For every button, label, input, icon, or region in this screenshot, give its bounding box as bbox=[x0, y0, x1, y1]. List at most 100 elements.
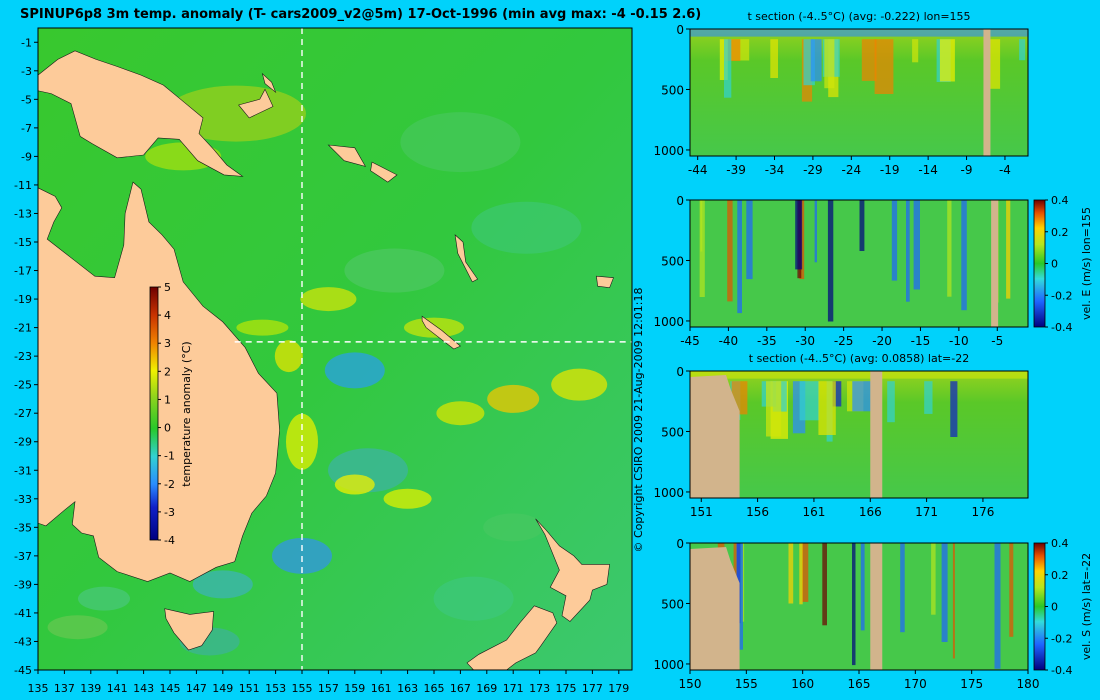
section-x-tick-label: -25 bbox=[834, 334, 854, 348]
velocity-colorbar bbox=[1033, 199, 1046, 328]
section-y-tick-label: 0 bbox=[676, 194, 684, 208]
velocity-colorbar-tick-label: 0.2 bbox=[1051, 226, 1069, 239]
section-x-tick-label: -30 bbox=[795, 334, 815, 348]
australia-shelf-mask bbox=[690, 375, 740, 498]
section-field-stripe bbox=[803, 39, 815, 86]
lon-tick-label: 149 bbox=[212, 682, 233, 695]
section-field-stripe bbox=[852, 543, 856, 666]
section-panels bbox=[686, 28, 1048, 674]
section-y-tick-label: 1000 bbox=[653, 658, 684, 672]
section-field-stripe bbox=[947, 200, 952, 297]
velocity-colorbar bbox=[1033, 542, 1046, 671]
lon-tick-label: 147 bbox=[186, 682, 207, 695]
ocean-anomaly-patch bbox=[274, 340, 303, 373]
section-x-tick-label: -9 bbox=[961, 163, 973, 177]
surface-band bbox=[690, 371, 1028, 379]
section-x-tick-label: -19 bbox=[880, 163, 900, 177]
section-field-stripe bbox=[1006, 200, 1011, 299]
ocean-anomaly-patch bbox=[551, 368, 608, 401]
section-y-tick-label: 0 bbox=[676, 23, 684, 37]
section-x-tick-label: -14 bbox=[918, 163, 938, 177]
new-britain-land bbox=[238, 88, 274, 119]
section-field-stripe bbox=[827, 200, 834, 322]
ocean-anomaly-patch bbox=[236, 319, 289, 336]
lat-tick-label: -29 bbox=[14, 436, 32, 449]
section-field-stripe bbox=[736, 543, 743, 650]
section-field-stripe bbox=[931, 543, 936, 615]
section-x-tick-label: -24 bbox=[842, 163, 862, 177]
section-field-stripe bbox=[924, 381, 933, 414]
nz-north-island-land bbox=[535, 518, 610, 622]
section-field-stripe bbox=[719, 39, 728, 80]
section-field-stripe bbox=[900, 543, 905, 633]
section-y-tick-label: 500 bbox=[661, 254, 684, 268]
section-x-tick-label: -45 bbox=[680, 334, 700, 348]
surface-band bbox=[690, 29, 1028, 37]
section-field-stripe bbox=[737, 200, 742, 314]
new-guinea-land bbox=[37, 50, 244, 177]
lon-tick-label: 139 bbox=[80, 682, 101, 695]
section-field-stripe bbox=[810, 39, 822, 82]
new-caledonia-ridge-mask bbox=[870, 371, 883, 498]
section-field-stripe bbox=[799, 381, 820, 421]
lon-tick-label: 155 bbox=[292, 682, 313, 695]
section-frame bbox=[689, 370, 1029, 499]
lon-tick-label: 159 bbox=[344, 682, 365, 695]
lat-tick-label: -9 bbox=[21, 150, 32, 163]
lon-tick-label: 175 bbox=[556, 682, 577, 695]
ocean-anomaly-patch bbox=[487, 384, 540, 413]
section-x-tick-label: 180 bbox=[1017, 677, 1040, 691]
colorbar-tick-label: 3 bbox=[164, 337, 171, 350]
lon-tick-label: 157 bbox=[318, 682, 339, 695]
section-field-stripe bbox=[799, 543, 803, 605]
section-field-stripe bbox=[1009, 543, 1014, 637]
section-x-tick-label: 165 bbox=[848, 677, 871, 691]
ocean-anomaly-patch bbox=[192, 570, 253, 599]
lon-tick-label: 177 bbox=[582, 682, 603, 695]
temperature-colorbar bbox=[149, 286, 159, 541]
velocity-colorbar-tick-label: 0.4 bbox=[1051, 537, 1069, 550]
velocity-colorbar-label: vel. E (m/s) lon=155 bbox=[1080, 207, 1093, 320]
lon-tick-label: 135 bbox=[28, 682, 49, 695]
section-field-stripe bbox=[987, 39, 1001, 89]
lat-tick-label: -45 bbox=[14, 664, 32, 677]
section-frame bbox=[689, 28, 1029, 157]
ocean-anomaly-patch bbox=[334, 474, 375, 495]
solomon-islands-land bbox=[370, 161, 398, 183]
section-field-stripe bbox=[852, 381, 873, 412]
australia-shelf-mask bbox=[690, 547, 740, 670]
section-field-stripe bbox=[913, 200, 920, 290]
ocean-anomaly-patch bbox=[344, 248, 445, 293]
section-x-tick-label: -4 bbox=[999, 163, 1011, 177]
ocean-anomaly-patch bbox=[272, 537, 332, 574]
velocity-colorbar-tick-label: -0.2 bbox=[1051, 289, 1072, 302]
section-x-tick-label: 160 bbox=[791, 677, 814, 691]
section-y-tick-label: 500 bbox=[661, 597, 684, 611]
section-x-tick-label: 151 bbox=[690, 505, 713, 519]
section-field-stripe bbox=[822, 543, 827, 626]
lat-tick-label: -27 bbox=[14, 407, 32, 420]
section-field-stripe bbox=[961, 200, 967, 311]
lon-tick-label: 151 bbox=[239, 682, 260, 695]
lat-tick-label: -21 bbox=[14, 322, 32, 335]
section-y-tick-label: 1000 bbox=[653, 144, 684, 158]
colorbar-tick-label: 1 bbox=[164, 393, 171, 406]
section-x-tick-label: 150 bbox=[679, 677, 702, 691]
section-field-stripe bbox=[802, 543, 809, 602]
section-x-tick-label: 156 bbox=[746, 505, 769, 519]
ocean-anomaly-patch bbox=[286, 413, 318, 470]
lat-tick-label: -19 bbox=[14, 293, 32, 306]
colorbar-tick-label: 5 bbox=[164, 281, 171, 294]
ocean-anomaly-patch bbox=[78, 586, 130, 611]
ocean-anomaly-patch bbox=[433, 576, 514, 621]
lat-tick-label: -1 bbox=[21, 36, 32, 49]
section-title: t section (-4..5°C) (avg: 0.0858) lat=-2… bbox=[749, 352, 969, 365]
colorbar-tick-label: 4 bbox=[164, 309, 171, 322]
section-field-stripe bbox=[746, 200, 753, 280]
copyright-text: © Copyright CSIRO 2009 21-Aug-2009 12:01… bbox=[632, 287, 645, 552]
section-y-tick-label: 1000 bbox=[653, 315, 684, 329]
lon-tick-label: 161 bbox=[371, 682, 392, 695]
lat-tick-label: -7 bbox=[21, 122, 32, 135]
section-field-stripe bbox=[952, 543, 955, 659]
solomon-islands-land bbox=[327, 144, 367, 167]
